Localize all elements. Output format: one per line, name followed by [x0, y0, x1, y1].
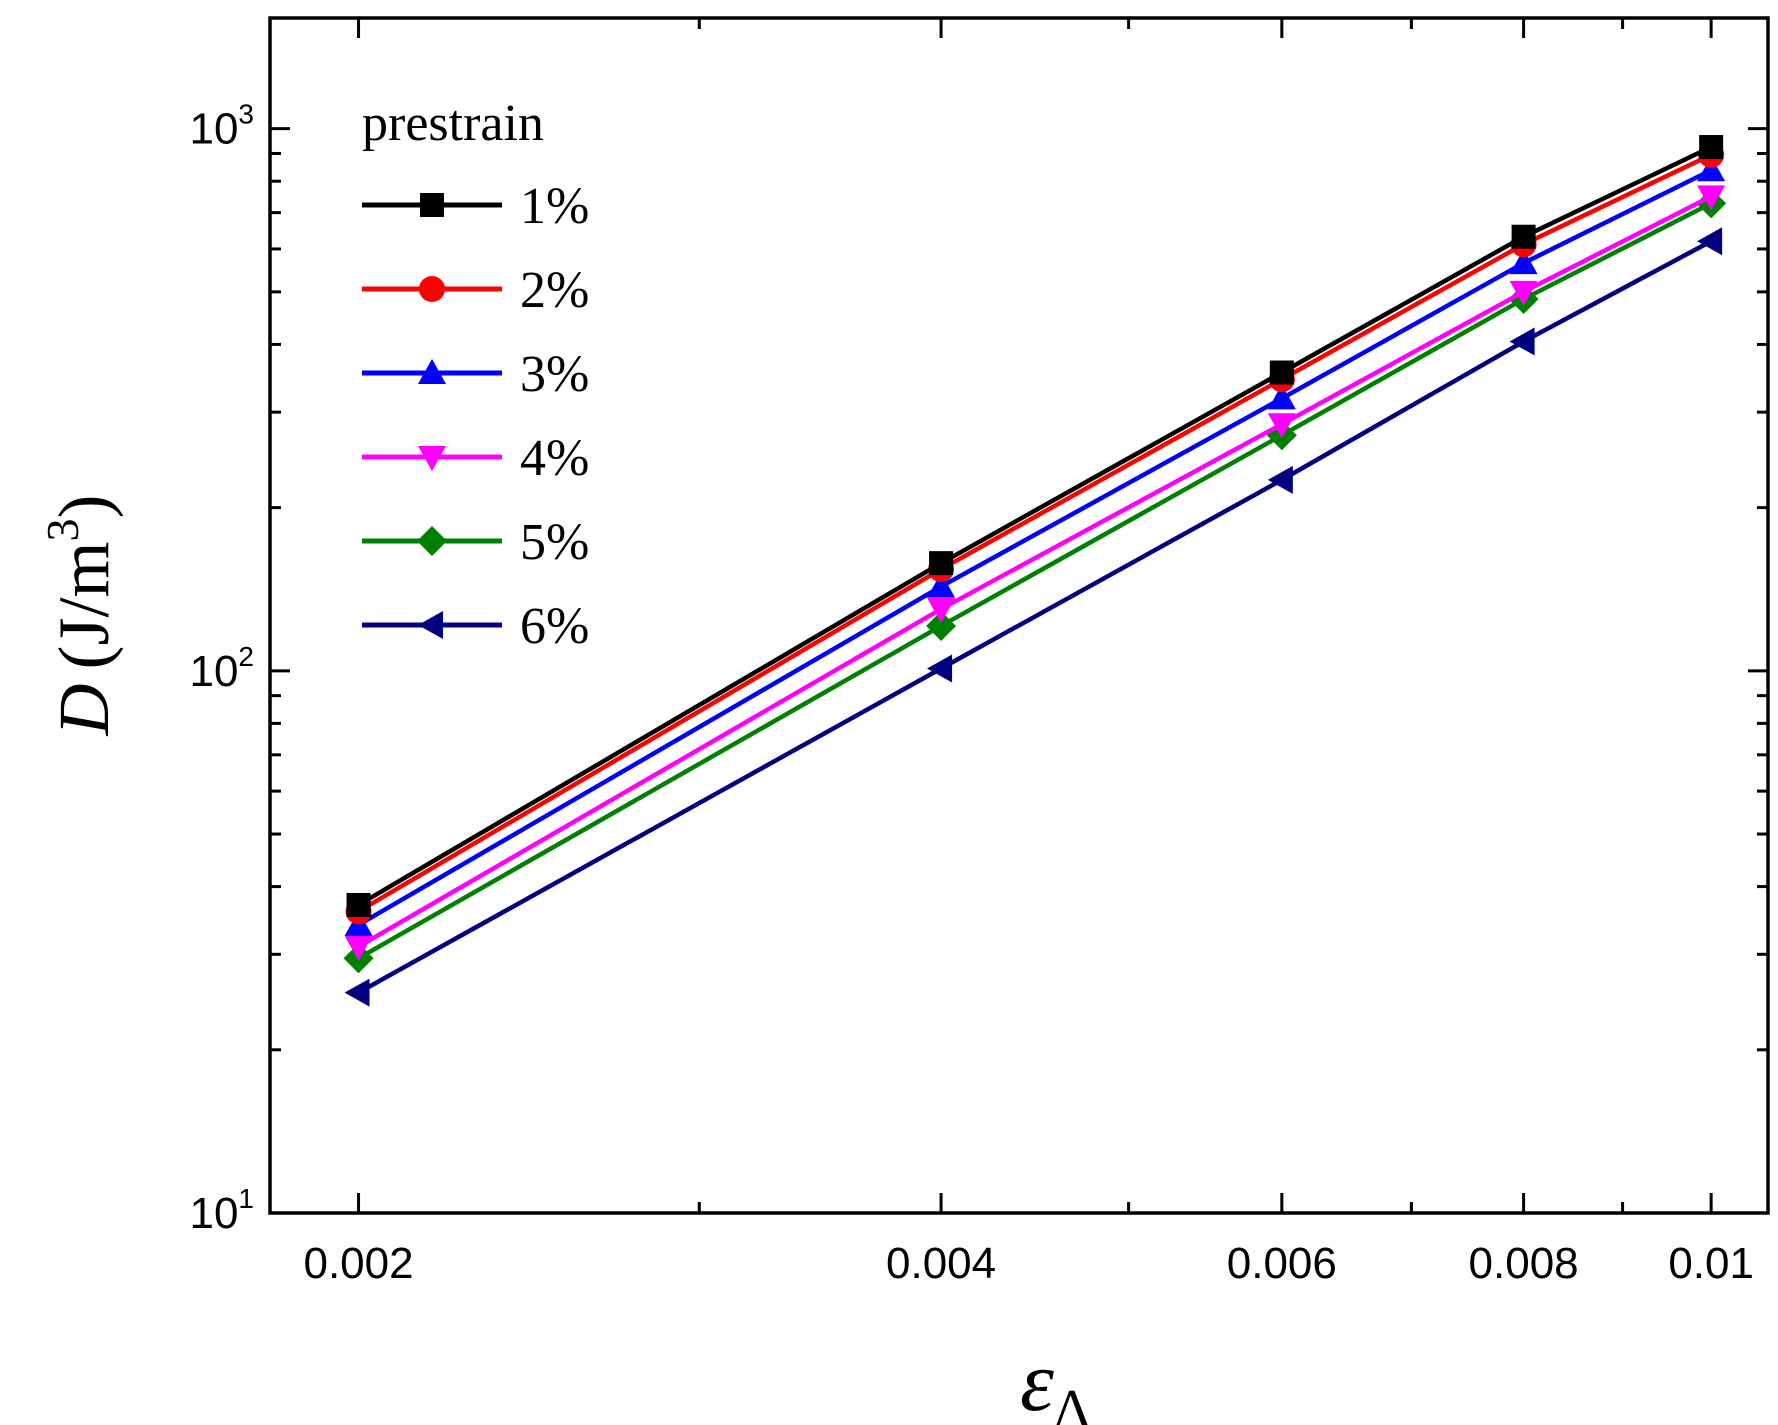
legend-marker-2pct — [419, 276, 445, 302]
legend-label-5pct: 5% — [520, 514, 589, 571]
legend-marker-5pct — [417, 526, 447, 556]
legend-item-4pct: 4% — [362, 430, 589, 487]
x-tick-label: 0.008 — [1469, 1239, 1579, 1288]
legend-item-2pct: 2% — [362, 262, 589, 319]
data-point-4pct — [344, 935, 373, 961]
data-point-4pct — [1509, 280, 1538, 306]
x-tick-label: 0.006 — [1227, 1239, 1337, 1288]
x-axis-ticks: 0.002 0.004 0.006 0.008 0.01 — [303, 18, 1754, 1288]
y-axis-unit-close: ) — [44, 495, 124, 519]
x-axis-symbol: ε — [1020, 1333, 1054, 1425]
series-6pct — [344, 227, 1723, 1007]
series-layer — [343, 135, 1727, 1007]
legend-label-4pct: 4% — [520, 430, 589, 487]
data-point-1pct — [929, 551, 954, 576]
data-point-4pct — [1697, 185, 1726, 211]
y-axis-unit-exponent: 3 — [37, 518, 88, 541]
y-tick-label: 103 — [189, 99, 254, 154]
x-axis-label: εΔ — [1020, 1333, 1090, 1425]
y-axis-label: D (J/m3) — [37, 495, 124, 737]
data-point-6pct — [1697, 227, 1723, 256]
legend-item-5pct: 5% — [362, 514, 589, 571]
data-point-3pct — [1267, 384, 1296, 410]
legend-title: prestrain — [362, 95, 544, 152]
plot-frame — [268, 16, 1770, 1215]
data-point-4pct — [1267, 413, 1296, 439]
data-point-1pct — [1511, 224, 1536, 249]
series-4pct — [344, 185, 1726, 961]
data-point-1pct — [1269, 360, 1294, 385]
data-point-6pct — [344, 978, 370, 1007]
legend-label-2pct: 2% — [520, 262, 589, 319]
x-tick-label: 0.01 — [1668, 1239, 1754, 1288]
x-tick-label: 0.002 — [303, 1239, 413, 1288]
x-tick-label: 0.004 — [886, 1239, 996, 1288]
legend: 1% 2% 3% 4% 5% 6% — [362, 178, 589, 655]
y-axis-ticks: 101 102 103 — [189, 99, 1768, 1238]
legend-marker-3pct — [418, 359, 446, 384]
data-point-4pct — [927, 598, 956, 624]
legend-item-6pct: 6% — [362, 598, 589, 655]
legend-marker-6pct — [418, 611, 443, 639]
data-point-6pct — [927, 654, 953, 683]
legend-label-3pct: 3% — [520, 346, 589, 403]
legend-label-6pct: 6% — [520, 598, 589, 655]
data-point-6pct — [1267, 465, 1293, 494]
series-3pct — [344, 156, 1726, 936]
data-point-6pct — [1509, 327, 1535, 356]
data-point-5pct — [926, 610, 957, 641]
y-axis-symbol: D — [44, 684, 124, 737]
data-point-3pct — [1697, 156, 1726, 182]
y-axis-unit: (J/m — [44, 541, 124, 669]
series-1pct — [346, 135, 1724, 917]
legend-label-1pct: 1% — [520, 178, 589, 235]
legend-item-1pct: 1% — [362, 178, 589, 235]
legend-item-3pct: 3% — [362, 346, 589, 403]
data-point-1pct — [1699, 135, 1724, 160]
data-point-1pct — [346, 892, 371, 917]
legend-marker-4pct — [418, 446, 446, 471]
data-point-3pct — [1509, 249, 1538, 275]
y-tick-label: 102 — [189, 641, 254, 696]
y-tick-label: 101 — [189, 1183, 254, 1238]
legend-marker-1pct — [420, 193, 444, 217]
x-axis-subscript: Δ — [1054, 1379, 1090, 1425]
data-point-3pct — [927, 572, 956, 598]
